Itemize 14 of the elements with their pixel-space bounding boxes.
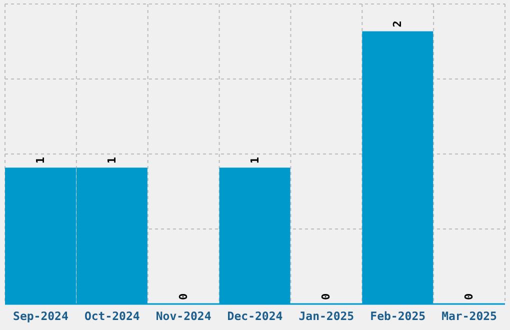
x-tick-label: Dec-2024 [227, 309, 283, 324]
data-label: 1 [105, 156, 118, 164]
x-tick-label: Feb-2025 [370, 309, 426, 324]
x-tick-label: Sep-2024 [13, 309, 68, 324]
x-tick-label: Oct-2024 [84, 309, 140, 324]
data-label: 0 [320, 293, 333, 300]
data-label: 2 [391, 20, 404, 28]
data-label: 0 [462, 293, 476, 300]
data-label: 1 [34, 156, 47, 164]
data-label: 0 [176, 293, 190, 300]
data-label: 1 [248, 156, 262, 164]
x-tick-label: Mar-2025 [442, 309, 498, 324]
x-tick-label: Nov-2024 [156, 309, 212, 324]
x-tick-label: Jan-2025 [298, 309, 354, 324]
